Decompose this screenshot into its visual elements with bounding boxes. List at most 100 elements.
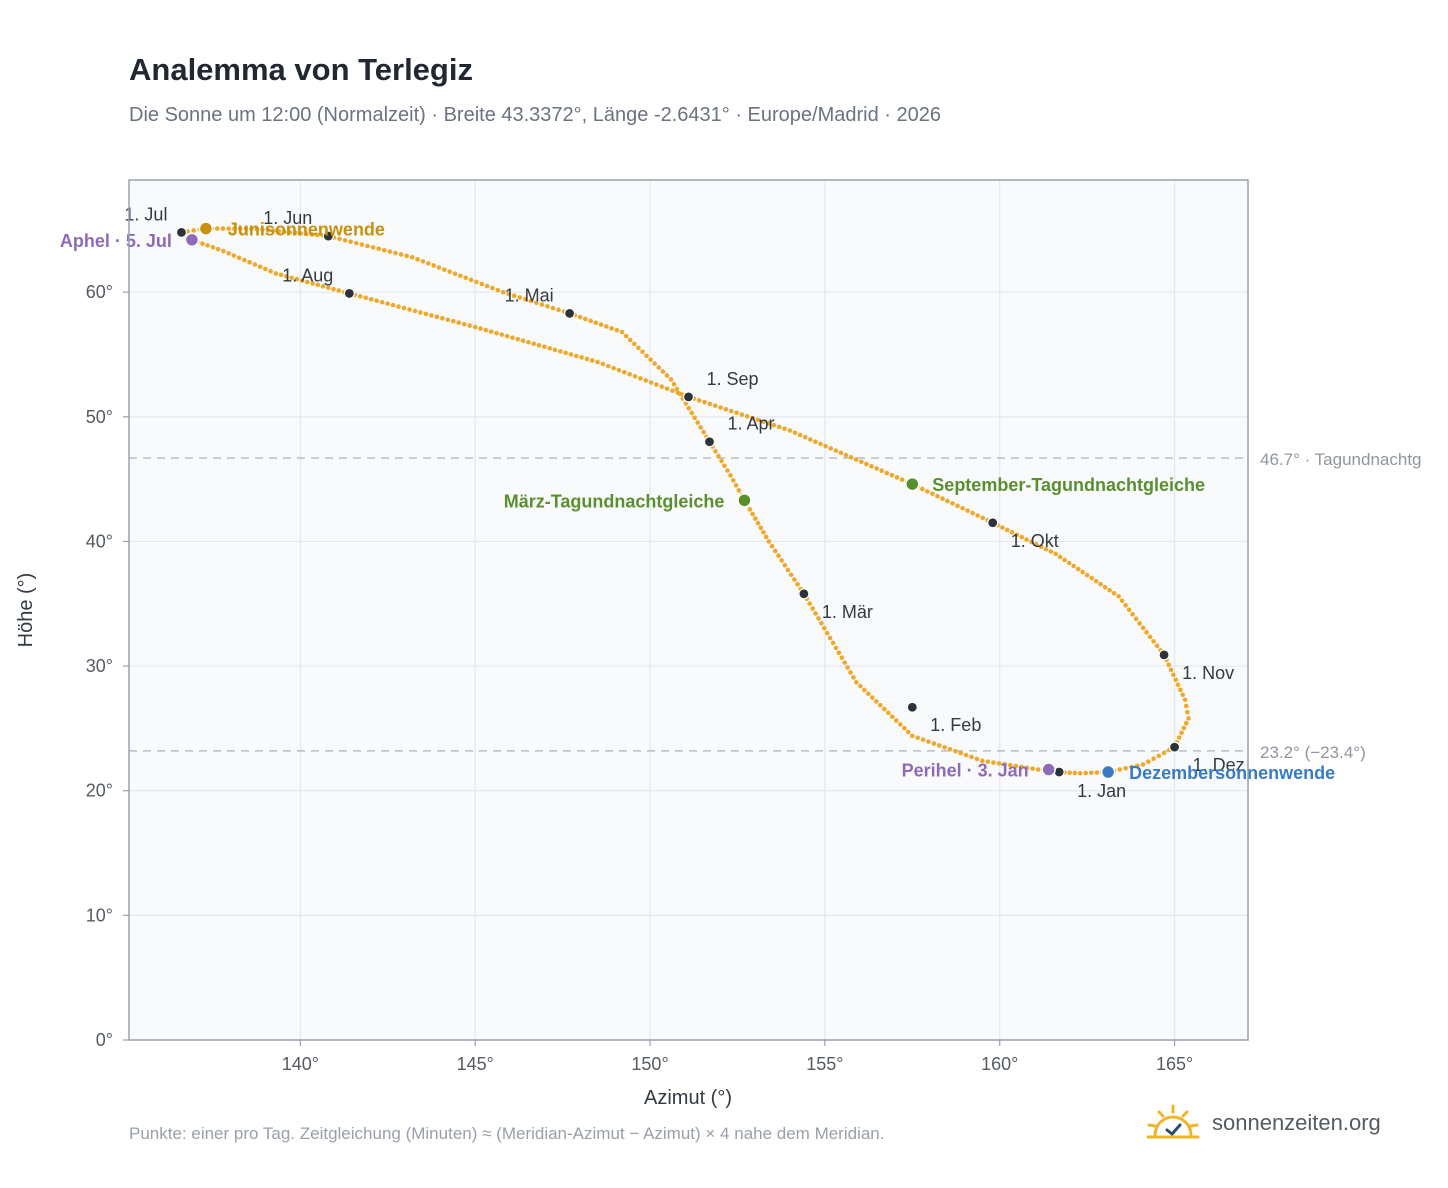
day-point bbox=[648, 357, 653, 362]
day-point bbox=[879, 468, 885, 474]
day-point bbox=[859, 459, 864, 465]
event-label: Junisonnenwende bbox=[228, 220, 385, 240]
day-point bbox=[495, 287, 501, 293]
day-point bbox=[828, 446, 834, 451]
day-point bbox=[1183, 703, 1189, 709]
day-point bbox=[795, 581, 800, 587]
day-point bbox=[1173, 677, 1179, 683]
y-tick-label: 0° bbox=[96, 1030, 113, 1050]
day-point bbox=[409, 254, 415, 260]
day-point bbox=[953, 748, 958, 754]
day-point bbox=[320, 283, 326, 289]
day-point bbox=[1019, 534, 1025, 540]
x-tick-label: 165° bbox=[1156, 1054, 1193, 1074]
day-point bbox=[220, 226, 226, 231]
month-label: 1. Jun bbox=[263, 208, 312, 228]
day-point bbox=[1133, 616, 1139, 622]
day-point bbox=[381, 247, 387, 253]
day-point bbox=[713, 449, 718, 454]
day-point bbox=[792, 430, 798, 436]
reference-line-label: 46.7° · Tagundnachtg bbox=[1260, 450, 1422, 469]
day-point bbox=[342, 238, 348, 243]
brand[interactable]: sonnenzeiten.org bbox=[1146, 1100, 1381, 1146]
day-point bbox=[728, 408, 734, 414]
day-point bbox=[393, 250, 398, 256]
day-point bbox=[589, 358, 595, 363]
day-point bbox=[1062, 557, 1067, 563]
day-point bbox=[278, 272, 284, 278]
day-point bbox=[925, 489, 930, 494]
day-point bbox=[370, 245, 376, 250]
day-point bbox=[1013, 763, 1019, 769]
day-point bbox=[1071, 563, 1076, 569]
day-point bbox=[656, 365, 662, 370]
day-point bbox=[515, 336, 521, 342]
day-point bbox=[1126, 607, 1132, 613]
day-point bbox=[479, 281, 485, 287]
day-point bbox=[236, 255, 242, 261]
event-label: September-Tagundnachtgleiche bbox=[932, 475, 1205, 495]
day-point bbox=[463, 275, 469, 281]
day-point bbox=[1181, 725, 1187, 731]
day-point bbox=[365, 243, 370, 249]
day-point bbox=[556, 307, 561, 313]
day-point bbox=[1077, 770, 1083, 776]
x-tick-label: 150° bbox=[631, 1054, 668, 1074]
day-point bbox=[1116, 593, 1121, 599]
day-point bbox=[830, 640, 836, 646]
day-point bbox=[821, 625, 827, 631]
day-point bbox=[753, 516, 758, 521]
y-tick-label: 50° bbox=[86, 407, 113, 427]
day-point bbox=[249, 226, 254, 231]
month-marker bbox=[987, 517, 999, 529]
day-point bbox=[1130, 612, 1135, 617]
day-point bbox=[824, 630, 830, 636]
day-point bbox=[782, 562, 788, 568]
day-point bbox=[945, 498, 950, 504]
plot-area bbox=[129, 180, 1248, 1040]
x-tick-label: 155° bbox=[806, 1054, 843, 1074]
day-point bbox=[539, 302, 545, 307]
day-point bbox=[616, 367, 622, 373]
day-point bbox=[807, 601, 813, 606]
day-point bbox=[396, 304, 401, 309]
day-point bbox=[1183, 720, 1189, 726]
day-point bbox=[337, 236, 342, 242]
day-point bbox=[627, 337, 633, 343]
day-point bbox=[819, 620, 824, 626]
day-point bbox=[374, 298, 379, 304]
brand-name: sonnenzeiten.org bbox=[1212, 1110, 1381, 1135]
day-point bbox=[598, 322, 604, 327]
month-label: 1. Mai bbox=[505, 285, 554, 305]
day-point bbox=[1066, 560, 1072, 566]
day-point bbox=[528, 298, 534, 304]
day-point bbox=[692, 415, 697, 421]
day-point bbox=[894, 475, 900, 480]
month-marker bbox=[1158, 649, 1170, 661]
day-point bbox=[271, 228, 276, 234]
day-point bbox=[563, 350, 568, 356]
day-point bbox=[1089, 770, 1094, 776]
day-point bbox=[418, 310, 423, 315]
month-label: 1. Feb bbox=[930, 715, 981, 735]
day-point bbox=[210, 245, 216, 250]
day-point bbox=[969, 754, 974, 760]
day-point bbox=[298, 231, 304, 236]
event-label: März-Tagundnachtgleiche bbox=[504, 491, 725, 511]
day-point bbox=[404, 253, 409, 259]
plot-frame bbox=[128, 179, 1249, 1041]
y-tick-label: 40° bbox=[86, 531, 113, 551]
day-point bbox=[452, 271, 458, 276]
day-point bbox=[450, 318, 456, 324]
day-point bbox=[950, 501, 955, 506]
day-point bbox=[348, 239, 354, 245]
day-point bbox=[1057, 554, 1063, 560]
day-point bbox=[874, 466, 879, 471]
day-point bbox=[862, 687, 867, 693]
day-point bbox=[1038, 544, 1044, 550]
month-markers: 1. Jan 1. Feb 1. Mär 1. Apr 1. Mai 1. Jun 1. J… bbox=[124, 204, 1244, 801]
event-markers: Junisonnenwende Dezembersonnenwende März-T… bbox=[60, 220, 1335, 783]
month-label: 1. Aug bbox=[282, 265, 333, 285]
day-point bbox=[659, 384, 665, 389]
day-point bbox=[545, 303, 550, 309]
